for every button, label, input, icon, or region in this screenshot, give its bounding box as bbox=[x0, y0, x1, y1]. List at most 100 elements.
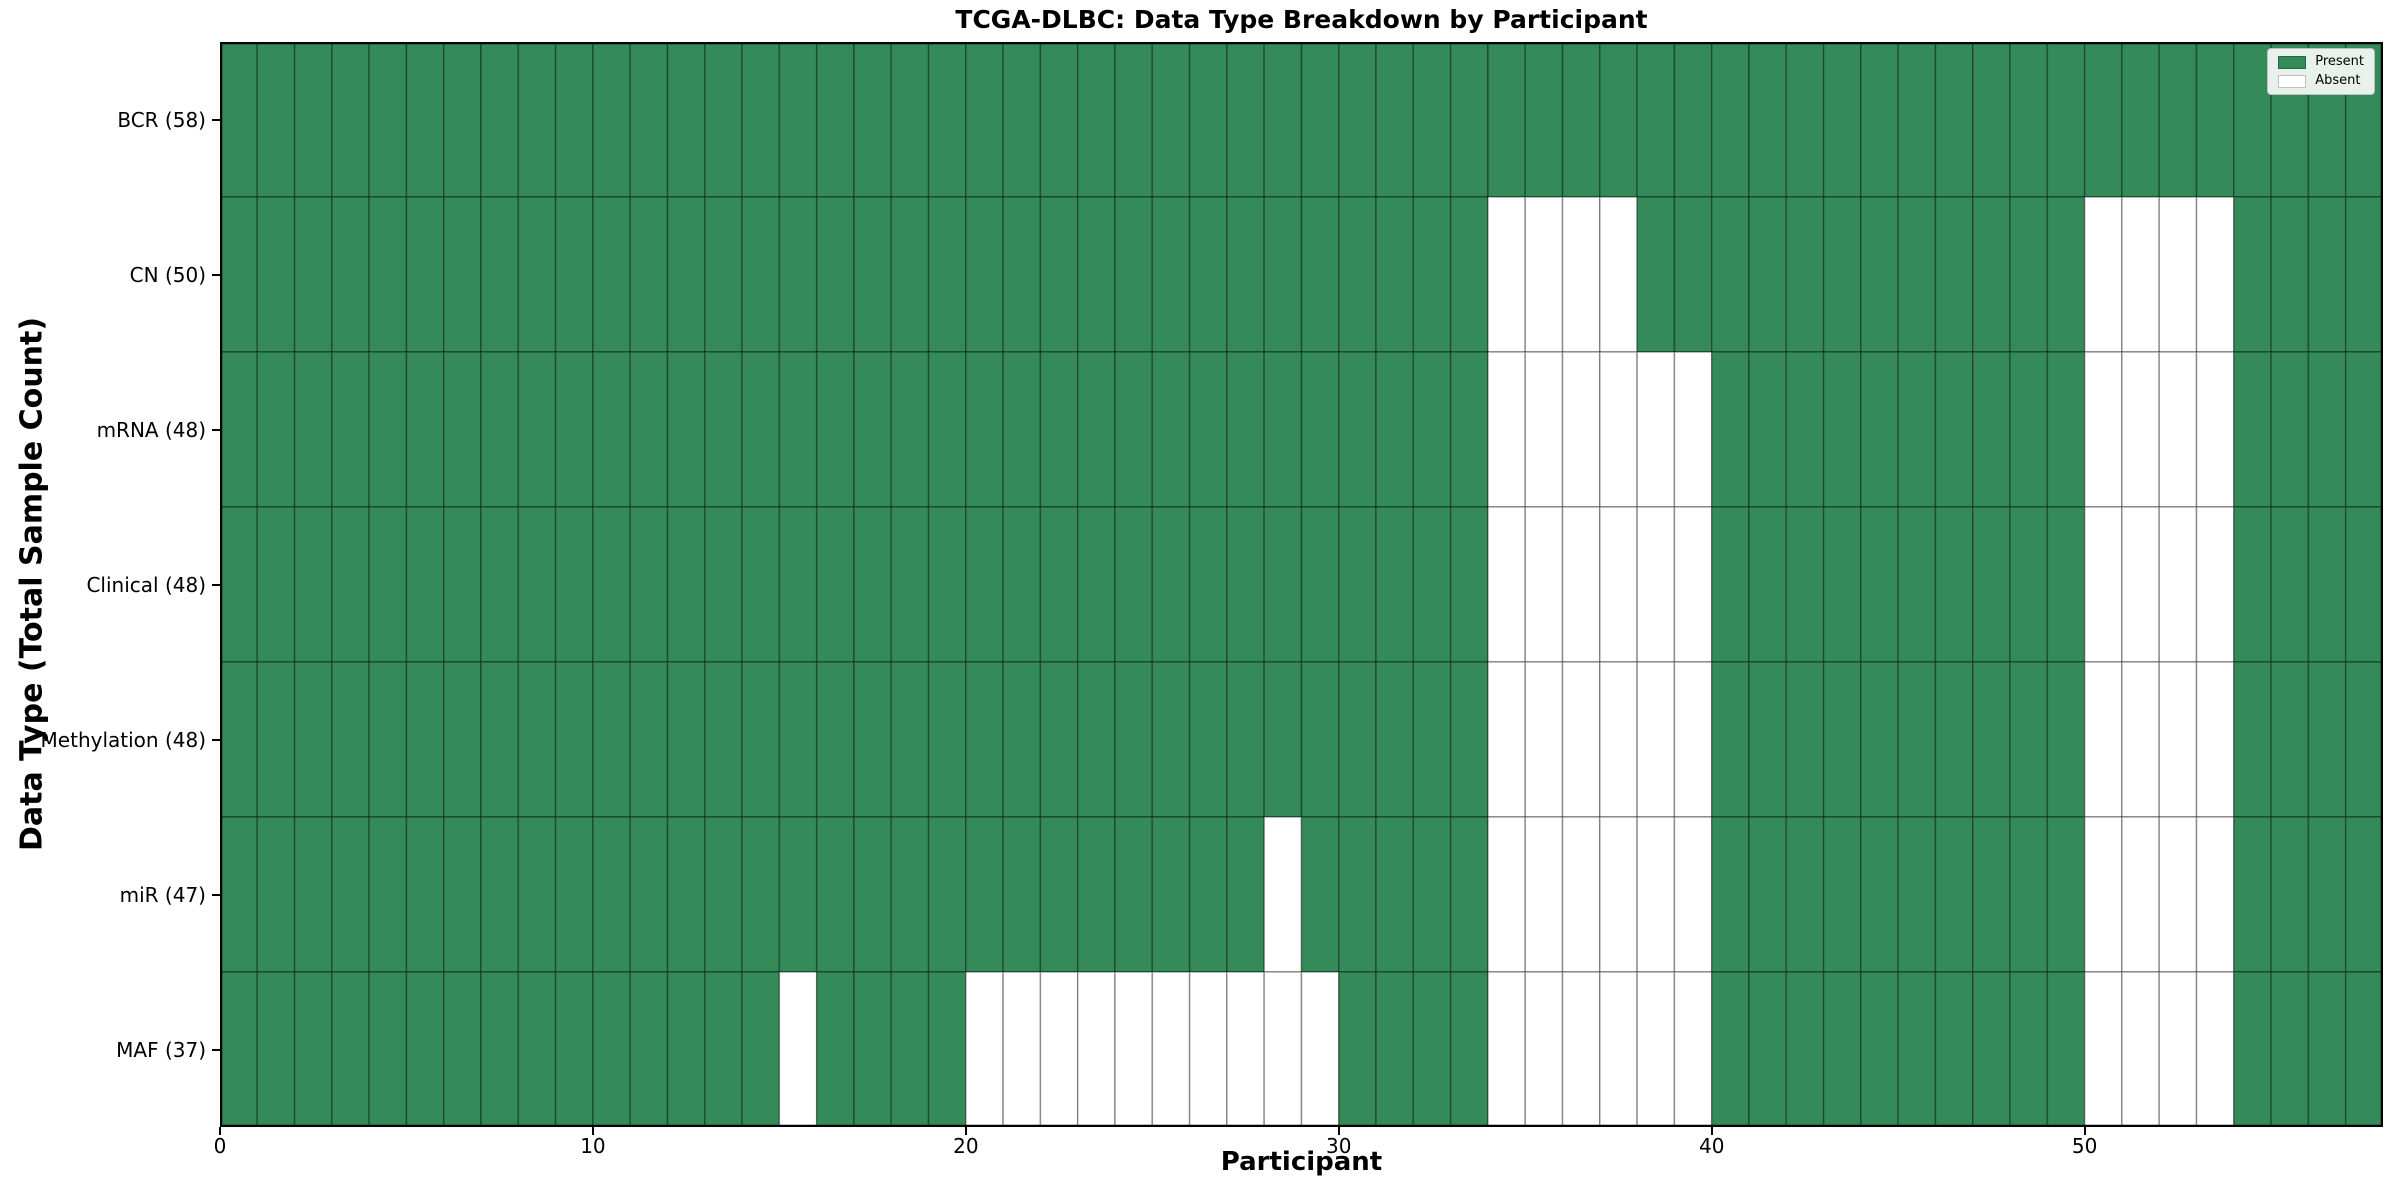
heatmap-cell bbox=[1449, 816, 1489, 973]
heatmap-cell bbox=[1338, 971, 1377, 1127]
heatmap-cell bbox=[368, 971, 408, 1127]
heatmap-cell bbox=[1002, 971, 1042, 1127]
heatmap-cell bbox=[1897, 506, 1937, 663]
heatmap-cell bbox=[815, 661, 855, 818]
heatmap-cell bbox=[1860, 506, 1899, 663]
heatmap-cell bbox=[1599, 661, 1638, 818]
heatmap-cell bbox=[1412, 971, 1452, 1127]
heatmap-cell bbox=[480, 506, 520, 663]
heatmap-cell bbox=[1822, 196, 1862, 353]
heatmap-cell bbox=[1636, 351, 1676, 508]
heatmap-cell bbox=[1002, 351, 1042, 508]
heatmap-cell bbox=[220, 196, 259, 353]
heatmap-cell bbox=[1561, 506, 1601, 663]
heatmap-cell bbox=[890, 351, 930, 508]
heatmap-cell bbox=[1972, 196, 2011, 353]
heatmap-cell bbox=[2158, 42, 2198, 198]
heatmap-cell bbox=[1599, 506, 1638, 663]
y-tick-label: CN (50) bbox=[129, 262, 206, 287]
heatmap-cell bbox=[554, 661, 594, 818]
heatmap-cell bbox=[927, 42, 967, 198]
heatmap-cell bbox=[1934, 351, 1974, 508]
heatmap-cell bbox=[629, 351, 669, 508]
heatmap-cell bbox=[2270, 351, 2310, 508]
heatmap-cell bbox=[220, 506, 259, 663]
heatmap-cell bbox=[2046, 42, 2086, 198]
heatmap-cell bbox=[1412, 196, 1452, 353]
heatmap-cell bbox=[2195, 506, 2235, 663]
heatmap-cell bbox=[1524, 971, 1564, 1127]
heatmap-cell bbox=[2009, 661, 2049, 818]
heatmap-cell bbox=[1114, 816, 1154, 973]
heatmap-cell bbox=[2009, 196, 2049, 353]
heatmap-cell bbox=[1897, 661, 1937, 818]
heatmap-cell bbox=[1375, 816, 1415, 973]
heatmap-cell bbox=[592, 42, 631, 198]
heatmap-cell bbox=[2195, 971, 2235, 1127]
heatmap-cell bbox=[1748, 661, 1788, 818]
heatmap-cell bbox=[2083, 816, 2123, 973]
heatmap-cell bbox=[2233, 42, 2272, 198]
heatmap-cell bbox=[927, 971, 967, 1127]
heatmap-cell bbox=[554, 506, 594, 663]
heatmap-cell bbox=[927, 816, 967, 973]
heatmap-cell bbox=[220, 351, 259, 508]
heatmap-cell bbox=[331, 971, 370, 1127]
heatmap-cell bbox=[220, 661, 259, 818]
heatmap-cell bbox=[1449, 42, 1489, 198]
heatmap-cell bbox=[2158, 661, 2198, 818]
heatmap-cell bbox=[1114, 506, 1154, 663]
heatmap-cell bbox=[1934, 971, 1974, 1127]
heatmap-cell bbox=[1487, 196, 1527, 353]
heatmap-cell bbox=[1300, 661, 1340, 818]
heatmap-cell bbox=[629, 816, 669, 973]
heatmap-cell bbox=[1375, 351, 1415, 508]
heatmap-cell bbox=[1599, 816, 1638, 973]
heatmap-cell bbox=[1188, 971, 1228, 1127]
heatmap-cell bbox=[1785, 816, 1825, 973]
heatmap-cell bbox=[480, 351, 520, 508]
heatmap-cell bbox=[1524, 661, 1564, 818]
heatmap-cell bbox=[480, 661, 520, 818]
heatmap-cell bbox=[1934, 196, 1974, 353]
heatmap-cell bbox=[2270, 506, 2310, 663]
heatmap-cell bbox=[890, 506, 930, 663]
heatmap-cell bbox=[815, 196, 855, 353]
heatmap-cell bbox=[2195, 816, 2235, 973]
heatmap-cell bbox=[480, 42, 520, 198]
heatmap-cell bbox=[592, 506, 631, 663]
heatmap-cell bbox=[1561, 816, 1601, 973]
heatmap-cell bbox=[704, 816, 743, 973]
heatmap-cell bbox=[2270, 661, 2310, 818]
heatmap-cell bbox=[1076, 661, 1116, 818]
heatmap-cell bbox=[2083, 351, 2123, 508]
heatmap-cell bbox=[1263, 42, 1303, 198]
heatmap-cell bbox=[293, 661, 333, 818]
heatmap-cell bbox=[778, 506, 818, 663]
heatmap-cell bbox=[1860, 196, 1899, 353]
heatmap-cell bbox=[592, 971, 631, 1127]
heatmap-cell bbox=[1188, 506, 1228, 663]
heatmap-cell bbox=[815, 816, 855, 973]
heatmap-cell bbox=[443, 351, 482, 508]
heatmap-cell bbox=[1561, 351, 1601, 508]
heatmap-cell bbox=[666, 196, 706, 353]
heatmap-cell bbox=[1151, 816, 1191, 973]
heatmap-cell bbox=[1785, 42, 1825, 198]
heatmap-cell bbox=[666, 506, 706, 663]
heatmap-cell bbox=[2307, 661, 2347, 818]
heatmap-cell bbox=[480, 816, 520, 973]
heatmap-cell bbox=[1934, 661, 1974, 818]
heatmap-cell bbox=[1822, 816, 1862, 973]
heatmap-cell bbox=[1300, 42, 1340, 198]
heatmap-cell bbox=[2307, 196, 2347, 353]
heatmap-cell bbox=[2307, 816, 2347, 973]
heatmap-cell bbox=[1599, 42, 1638, 198]
heatmap-cell bbox=[1300, 196, 1340, 353]
heatmap-cell bbox=[293, 351, 333, 508]
heatmap-cell bbox=[2083, 196, 2123, 353]
legend-swatch-present-icon bbox=[2278, 55, 2307, 69]
heatmap-cell bbox=[1972, 506, 2011, 663]
heatmap-cell bbox=[2046, 816, 2086, 973]
y-tick-mark bbox=[212, 583, 220, 586]
